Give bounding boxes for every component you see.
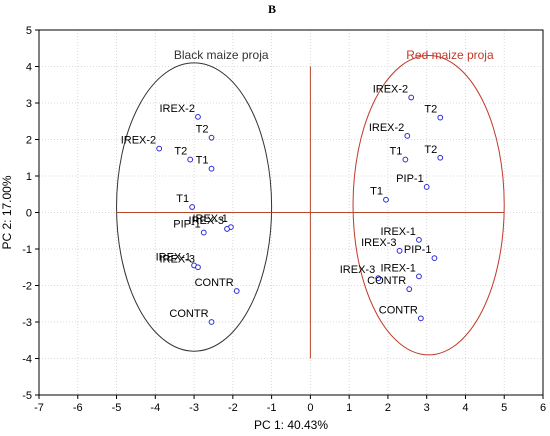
group-label: Red maize proja	[406, 48, 494, 62]
point-label: IREX-2	[369, 122, 404, 134]
point-label: IREX-1	[192, 213, 227, 225]
point-label: T1	[176, 193, 189, 205]
point-labels: IREX-2IREX-2T2T2T1T1PIP-1IREX-1IREX-3IRE…	[121, 84, 438, 320]
data-point	[233, 288, 240, 294]
point-label: PIP-1	[173, 219, 201, 231]
data-point	[156, 145, 163, 152]
x-axis-title: PC 1: 40.43%	[254, 418, 328, 432]
y-tick-label: -5	[22, 390, 32, 402]
point-label: T2	[424, 104, 437, 116]
data-point	[408, 94, 415, 101]
x-tick-label: -6	[73, 402, 83, 414]
y-tick-label: -3	[22, 317, 32, 329]
x-tick-label: -7	[34, 402, 44, 414]
x-tick-label: 3	[424, 402, 430, 414]
x-tick-label: 6	[540, 402, 546, 414]
point-label: IREX-3	[340, 264, 375, 276]
point-label: PIP-1	[396, 173, 424, 185]
x-tick-label: -5	[112, 402, 122, 414]
data-point	[195, 113, 201, 120]
x-tick-label: 0	[307, 402, 313, 414]
data-point	[404, 132, 411, 139]
data-point	[437, 154, 444, 161]
data-point	[189, 204, 196, 210]
point-label: IREX-2	[159, 103, 194, 115]
point-label: IREX-3	[189, 215, 224, 227]
point-label: IREX-2	[121, 135, 156, 147]
y-tick-label: 5	[26, 25, 32, 37]
point-label: T1	[196, 155, 209, 167]
point-label: T2	[196, 124, 209, 136]
y-axis-ticks: -5 -4 -3 -2 -1 0 1 2 3 4 5	[22, 25, 39, 402]
point-label: IREX-3	[159, 253, 194, 265]
y-tick-label: -1	[22, 244, 32, 256]
data-point	[417, 315, 424, 322]
zero-lines	[116, 66, 505, 359]
data-points	[156, 94, 444, 325]
x-tick-label: 1	[346, 402, 352, 414]
data-point	[402, 156, 409, 163]
y-axis-title: PC 2: 17.00%	[0, 175, 14, 249]
point-label: IREX-1	[156, 251, 191, 263]
x-axis-ticks: -7 -6 -5 -4 -3 -2 -1 0 1 2 3 4 5 6	[34, 395, 546, 414]
data-point	[416, 273, 422, 280]
point-label: IREX-2	[373, 84, 408, 96]
data-point	[375, 275, 382, 282]
data-point	[437, 114, 444, 121]
data-point	[406, 286, 413, 293]
group-label: Black maize proja	[174, 48, 269, 62]
data-point	[431, 255, 438, 262]
point-label: IREX-1	[380, 262, 415, 274]
data-point	[208, 134, 215, 141]
x-tick-label: -3	[189, 402, 199, 414]
x-tick-label: -4	[150, 402, 160, 414]
y-tick-label: 3	[26, 98, 32, 110]
point-label: IREX-3	[361, 237, 396, 249]
data-point	[396, 247, 403, 254]
data-point	[200, 229, 207, 236]
group-labels: Black maize proja Red maize proja	[174, 48, 494, 62]
data-point	[224, 226, 230, 232]
point-label: CONTR	[367, 275, 406, 287]
point-label: CONTR	[379, 304, 418, 316]
data-point	[416, 236, 422, 243]
point-label: T1	[390, 146, 403, 158]
y-tick-label: 1	[26, 171, 32, 183]
data-point	[423, 184, 430, 190]
data-point	[383, 196, 389, 203]
y-tick-label: -4	[22, 354, 32, 366]
x-tick-label: 4	[462, 402, 468, 414]
y-tick-label: 2	[26, 135, 32, 147]
x-tick-label: 5	[501, 402, 507, 414]
point-label: IREX-1	[380, 226, 415, 238]
group-ellipse	[352, 55, 505, 356]
y-tick-label: 0	[26, 208, 32, 220]
point-label: T2	[174, 146, 187, 158]
data-point	[187, 156, 194, 163]
group-ellipses	[116, 55, 505, 356]
data-point	[208, 319, 215, 325]
point-label: CONTR	[169, 308, 208, 320]
data-point	[208, 165, 215, 172]
y-tick-label: 4	[26, 62, 32, 74]
point-label: T1	[370, 186, 383, 198]
y-tick-label: -2	[22, 281, 32, 293]
group-ellipse	[116, 62, 273, 352]
x-tick-label: -1	[267, 402, 277, 414]
data-point	[195, 264, 201, 271]
x-tick-label: 2	[385, 402, 391, 414]
point-label: PIP-1	[404, 244, 432, 256]
point-label: T2	[424, 144, 437, 156]
panel-letter: B	[268, 2, 276, 16]
x-tick-label: -2	[228, 402, 238, 414]
point-label: CONTR	[195, 277, 234, 289]
